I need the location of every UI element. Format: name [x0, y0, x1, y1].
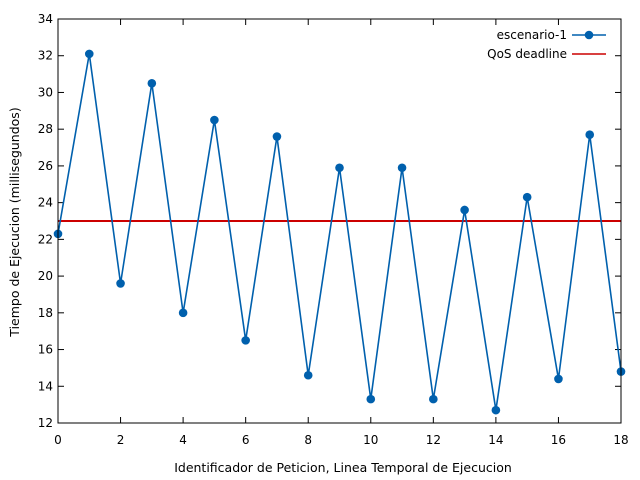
data-point: [397, 163, 407, 173]
y-tick-label: 16: [38, 343, 53, 357]
x-tick-label: 10: [363, 433, 378, 447]
data-point: [210, 115, 219, 125]
y-tick-label: 28: [38, 122, 53, 136]
y-tick-label: 26: [38, 159, 53, 173]
data-point: [116, 279, 125, 288]
data-point: [84, 49, 94, 59]
data-point: [366, 394, 376, 404]
x-tick-label: 8: [304, 433, 312, 447]
data-point: [147, 78, 157, 88]
y-tick-label: 34: [38, 12, 53, 26]
x-tick-label: 16: [551, 433, 566, 447]
x-tick-label: 14: [488, 433, 503, 447]
y-axis-label: Tiempo de Ejecucion (millisegundos): [7, 107, 22, 337]
legend-label-qos-deadline: QoS deadline: [487, 47, 567, 61]
plot-frame: [57, 18, 622, 424]
x-axis-label: Identificador de Peticion, Linea Tempora…: [174, 460, 512, 475]
y-tick-label: 20: [38, 269, 53, 283]
data-point: [303, 370, 313, 380]
x-tick-label: 12: [426, 433, 441, 447]
data-point: [585, 130, 595, 139]
data-point: [241, 336, 250, 345]
y-tick-label: 12: [38, 416, 53, 430]
x-tick-label: 4: [179, 433, 187, 447]
data-point: [491, 405, 501, 415]
data-point: [335, 163, 344, 173]
y-tick-label: 18: [38, 306, 53, 320]
y-tick-label: 14: [38, 379, 53, 393]
data-point: [429, 394, 438, 404]
y-tick-label: 22: [38, 232, 53, 246]
y-tick-label: 32: [38, 49, 53, 63]
legend: escenario-1 QoS deadline: [487, 28, 606, 61]
data-point: [554, 374, 563, 384]
tick-marks: [57, 18, 622, 424]
data-point: [522, 192, 532, 202]
y-tick-label: 24: [38, 196, 53, 210]
legend-label-escenario-1: escenario-1: [497, 28, 567, 42]
data-point: [178, 308, 188, 318]
legend-marker-escenario-1: [584, 30, 594, 40]
series-line-escenario-1: [57, 53, 622, 411]
x-tick-label: 2: [117, 433, 125, 447]
x-tick-label: 6: [242, 433, 250, 447]
x-tick-label: 18: [613, 433, 628, 447]
data-point: [460, 205, 469, 215]
data-point: [272, 132, 282, 141]
plot-area: [53, 49, 626, 415]
x-tick-label: 0: [54, 433, 62, 447]
y-tick-label: 30: [38, 85, 53, 99]
